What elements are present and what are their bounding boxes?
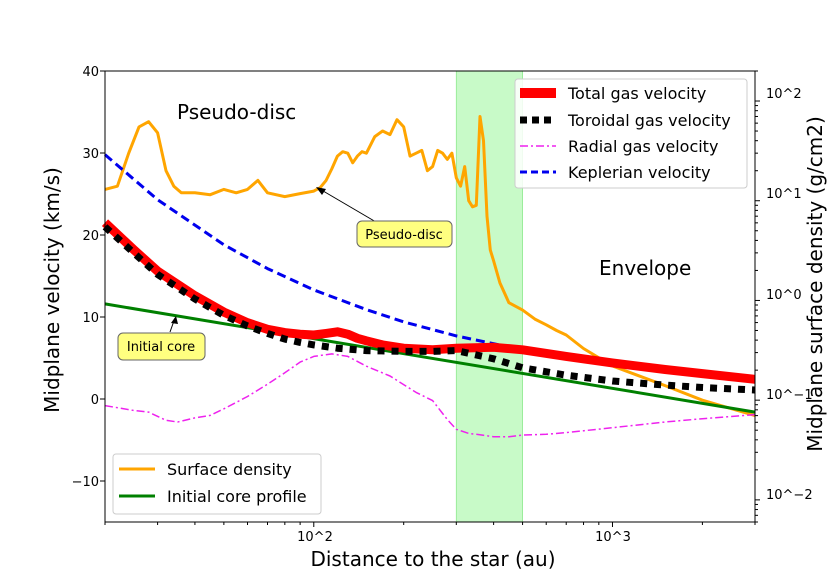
shaded-region bbox=[455, 70, 523, 523]
legend-label: Toroidal gas velocity bbox=[567, 111, 731, 130]
ytick-label: 40 bbox=[82, 65, 99, 80]
legend-label: Surface density bbox=[167, 460, 292, 479]
ytick-label: 20 bbox=[82, 229, 99, 244]
svg-text:Pseudo-disc: Pseudo-disc bbox=[365, 228, 443, 243]
xtick-label: 10^3 bbox=[595, 530, 631, 545]
ytick-label: 10 bbox=[82, 311, 99, 326]
annotation-pseudo-disc: Pseudo-disc bbox=[316, 187, 453, 248]
ytick-label: 0 bbox=[91, 393, 99, 408]
legend-label: Keplerian velocity bbox=[568, 163, 711, 182]
tick-layer bbox=[100, 70, 760, 527]
region-label-envelope: Envelope bbox=[599, 256, 691, 280]
series-radial bbox=[104, 353, 756, 438]
ytick-label: −10 bbox=[72, 475, 99, 490]
legend-label: Total gas velocity bbox=[567, 84, 706, 103]
y-axis-label: Midplane velocity (km/s) bbox=[40, 167, 64, 413]
y2tick-label: 10^2 bbox=[766, 87, 802, 102]
svg-text:Initial core: Initial core bbox=[127, 340, 195, 355]
series-surface bbox=[104, 115, 756, 418]
y2-axis-label: Midplane surface density (g/cm2) bbox=[803, 116, 827, 452]
xtick-label: 10^2 bbox=[297, 530, 333, 545]
series-toroidal bbox=[102, 224, 756, 394]
series-total bbox=[101, 219, 756, 384]
y2tick-label: 10^−1 bbox=[766, 388, 813, 403]
legend-bottom: Surface density Initial core profile bbox=[112, 453, 322, 515]
legend-top: Total gas velocity Toroidal gas velocity… bbox=[514, 78, 748, 189]
y2tick-label: 10^−2 bbox=[766, 488, 813, 503]
annotation-initial-core: Initial core bbox=[117, 316, 206, 361]
y2tick-label: 10^1 bbox=[766, 187, 802, 202]
legend-label: Radial gas velocity bbox=[568, 137, 718, 156]
series-initial bbox=[104, 302, 756, 414]
ytick-label: 30 bbox=[82, 147, 99, 162]
y2tick-label: 10^0 bbox=[766, 288, 802, 303]
series-keplerian bbox=[104, 153, 756, 381]
region-label-pseudo-disc: Pseudo-disc bbox=[177, 100, 296, 124]
legend-label: Initial core profile bbox=[167, 487, 307, 506]
series-layer bbox=[101, 115, 756, 438]
x-axis-label: Distance to the star (au) bbox=[310, 547, 555, 571]
plot-frame bbox=[104, 70, 756, 523]
